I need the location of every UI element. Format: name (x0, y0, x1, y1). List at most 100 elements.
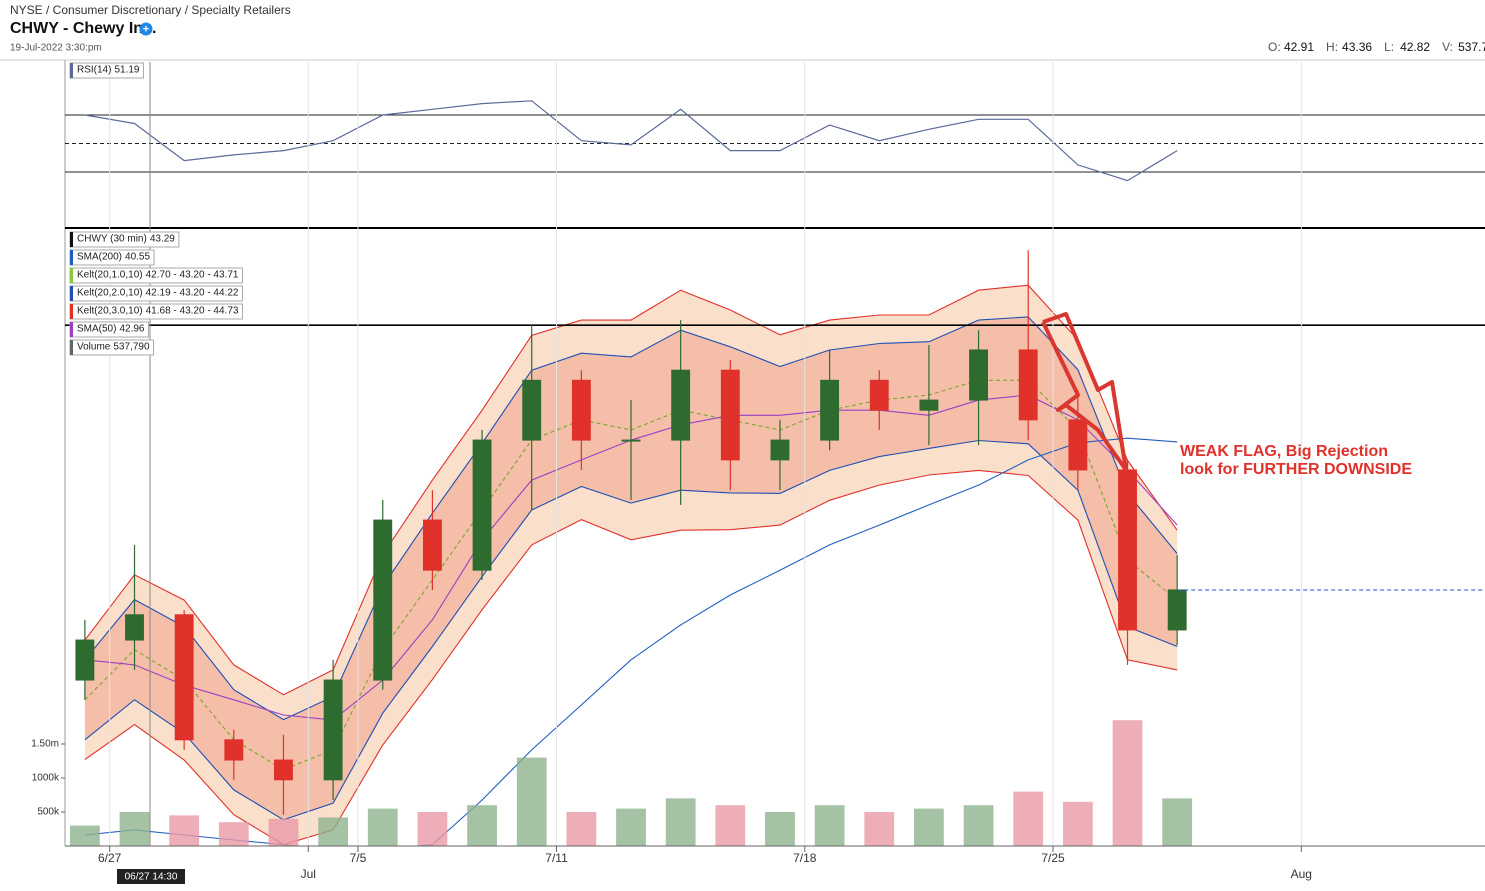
legend-swatch (70, 286, 73, 301)
x-tick-label: 7/25 (1041, 851, 1065, 865)
candle-body (621, 439, 641, 442)
series-line (84, 437, 1178, 846)
ohlc-value: 537.79 (1458, 40, 1485, 54)
candle-body (820, 379, 840, 441)
add-button[interactable] (139, 22, 153, 36)
series-line (84, 284, 1178, 696)
volume-bar (218, 822, 249, 846)
volume-bar (467, 805, 497, 846)
volume-bar (1162, 798, 1193, 846)
volume-bar (119, 812, 150, 846)
axes: 6/27 Jul 7/5 7/11 7/18 7/25 Aug 500k 1000k 1.50m (31, 62, 1485, 881)
volume-bar (616, 808, 646, 846)
candle-body (75, 639, 95, 681)
breadcrumb: NYSE / Consumer Discretionary / Specialt… (10, 3, 291, 17)
y-tick-label: 1.50m (31, 739, 59, 750)
legend-value: 42.70 - 43.20 - 43.71 (146, 270, 239, 281)
volume-bar (169, 815, 200, 846)
x-tick-label: 6/27 (98, 851, 122, 865)
volume-bar (963, 805, 994, 846)
x-tick-label: Aug (1291, 867, 1312, 881)
legend-value: 51.19 (114, 65, 139, 76)
legend-swatch (70, 268, 73, 283)
legend: RSI(14) 51.19 CHWY (30 min) 43.29 SMA(200) 40… (69, 62, 243, 356)
chart-title: CHWY - Chewy Inc. (10, 20, 156, 37)
legend-name: Kelt(20,1.0,10) (77, 270, 143, 281)
legend-name: Kelt(20,2.0,10) (77, 288, 143, 299)
legend-name: RSI(14) (77, 65, 111, 76)
annotation: WEAK FLAG, Big Rejection (1180, 443, 1388, 460)
volume-bar (814, 805, 845, 846)
ohlc-label: L: (1384, 40, 1394, 54)
legend-value: 41.68 - 43.20 - 44.73 (146, 306, 239, 317)
ohlc-label: O: (1268, 40, 1281, 54)
candle-body (1068, 419, 1088, 471)
candle-body (1167, 589, 1187, 631)
candle-body (969, 349, 989, 401)
volume-bar (765, 812, 795, 846)
candle-body (720, 369, 740, 461)
candle-body (274, 759, 293, 781)
date: 19-Jul-2022 3:30:pm (10, 43, 102, 54)
legend-swatch (70, 63, 73, 78)
candle-body (125, 614, 144, 641)
legend-value: 537,790 (113, 342, 150, 353)
candle-body (919, 399, 939, 411)
volume-bar (69, 825, 100, 846)
ohlc-label: H: (1326, 40, 1338, 54)
volume-bar (665, 798, 696, 846)
candle-body (571, 379, 591, 441)
annotation: look for FURTHER DOWNSIDE (1180, 461, 1412, 478)
legend-swatch (70, 250, 73, 265)
ohlc: O:42.91 H: 43.36 L: 42.82 V: 537.79 (1268, 40, 1485, 54)
volume-bar (1062, 801, 1093, 846)
candle-body (323, 679, 343, 781)
volume-bar (864, 812, 895, 846)
series-line (84, 469, 1178, 846)
volume-bar (367, 808, 398, 846)
legend-name: CHWY (30 min) (77, 234, 147, 245)
legend-swatch (70, 322, 73, 337)
candle-body (869, 379, 889, 411)
legend-value: 42.96 (119, 324, 144, 335)
volume-bar (417, 812, 448, 846)
volume-bar (566, 812, 597, 846)
crosshair-label-bg (117, 869, 185, 884)
candle-body (1118, 469, 1137, 631)
candle-body (422, 519, 442, 571)
candle-body (224, 739, 244, 761)
legend-value: 42.19 - 43.20 - 44.22 (146, 288, 239, 299)
ohlc-value: 42.91 (1284, 40, 1314, 54)
candle-body (522, 379, 542, 441)
drawn-arrow (1041, 312, 1128, 472)
candle-body (671, 369, 691, 441)
x-tick-label: 7/18 (793, 851, 817, 865)
legend-value: 43.29 (150, 234, 175, 245)
add-icon[interactable]: + (143, 23, 149, 35)
volume-bar (715, 805, 746, 846)
x-tick-label: Jul (301, 867, 316, 881)
rsi-panel (65, 100, 1485, 182)
candle-body (770, 439, 790, 461)
volume-bar (516, 757, 547, 846)
candle-body (472, 439, 492, 571)
ohlc-value: 43.36 (1342, 40, 1372, 54)
x-tick-label: 7/11 (545, 851, 568, 865)
candle-body (1018, 349, 1038, 421)
y-tick-label: 1000k (32, 773, 60, 784)
legend-name: Kelt(20,3.0,10) (77, 306, 143, 317)
x-tick-label: 7/5 (350, 851, 367, 865)
volume-bar (914, 808, 944, 846)
ohlc-value: 42.82 (1400, 40, 1430, 54)
y-tick-label: 500k (37, 807, 60, 818)
candle-body (373, 519, 393, 681)
series-line (84, 439, 1178, 821)
legend-name: Volume (77, 342, 111, 353)
volume-bar (268, 818, 299, 846)
legend-swatch (70, 304, 73, 319)
legend-swatch (70, 340, 73, 355)
legend-name: SMA(50) (77, 324, 116, 335)
